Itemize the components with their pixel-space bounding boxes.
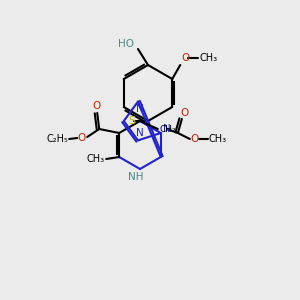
Text: CH₃: CH₃ — [209, 134, 227, 144]
Text: CH₂: CH₂ — [160, 125, 176, 134]
Text: O: O — [92, 101, 100, 111]
Text: N: N — [163, 124, 171, 134]
Text: CH₃: CH₃ — [199, 53, 217, 63]
Text: O: O — [191, 134, 199, 144]
Text: O: O — [181, 53, 189, 63]
Text: S: S — [128, 116, 135, 126]
Text: C₂H₅: C₂H₅ — [46, 134, 68, 144]
Text: N: N — [136, 128, 144, 138]
Text: N: N — [136, 103, 144, 114]
Text: CH₃: CH₃ — [86, 154, 104, 164]
Text: O: O — [181, 108, 189, 118]
Text: O: O — [77, 133, 85, 143]
Text: NH: NH — [128, 172, 144, 182]
Text: HO: HO — [118, 39, 134, 49]
